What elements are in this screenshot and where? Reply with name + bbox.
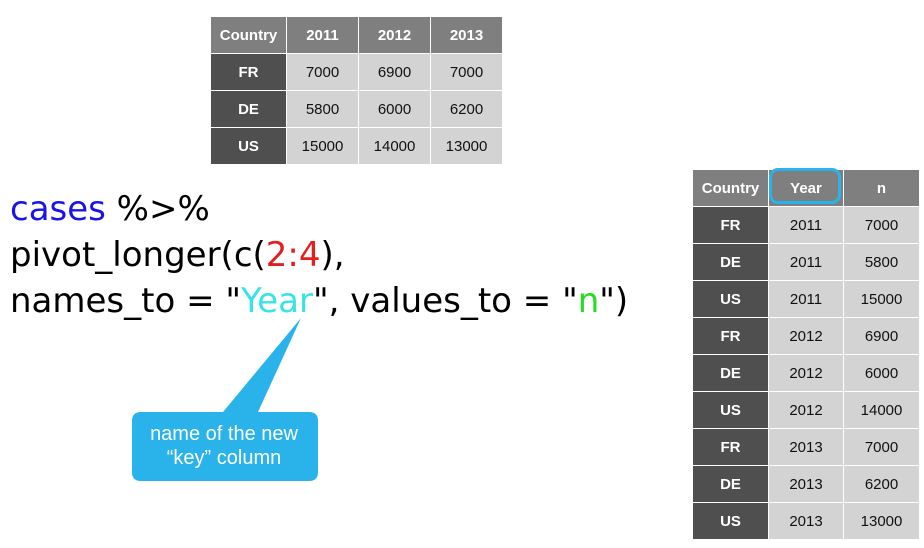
n-cell: 13000	[844, 503, 920, 540]
table-row: FR 7000 6900 7000	[211, 54, 503, 91]
code-line-2: pivot_longer(c(2:4),	[10, 235, 345, 275]
table-row: FR 2012 6900	[693, 318, 920, 355]
wide-table-body: FR 7000 6900 7000 DE 5800 6000 6200 US 1…	[211, 54, 503, 165]
year-cell: 2013	[769, 466, 844, 503]
long-table-header: Country Year n	[693, 170, 920, 207]
value-cell: 6200	[431, 91, 503, 128]
wide-header-2011: 2011	[287, 17, 359, 54]
long-header-year: Year	[769, 170, 844, 207]
n-cell: 15000	[844, 281, 920, 318]
n-cell: 7000	[844, 429, 920, 466]
code-line-3: names_to = "Year", values_to = "n")	[10, 281, 628, 321]
long-header-n: n	[844, 170, 920, 207]
year-cell: 2013	[769, 503, 844, 540]
country-cell: US	[693, 503, 769, 540]
code-function-call: pivot_longer(c(	[10, 235, 266, 275]
country-cell: US	[693, 392, 769, 429]
table-row: FR 2013 7000	[693, 429, 920, 466]
n-cell: 6200	[844, 466, 920, 503]
long-table: Country Year n FR 2011 7000 DE 2011 5800…	[693, 170, 920, 540]
r-code-block: cases %>% pivot_longer(c(2:4), names_to …	[10, 186, 628, 324]
country-cell: FR	[211, 54, 287, 91]
wide-table-header: Country 2011 2012 2013	[211, 17, 503, 54]
code-values-to-arg: ", values_to = "	[313, 281, 578, 321]
value-cell: 13000	[431, 128, 503, 165]
country-cell: FR	[693, 318, 769, 355]
value-cell: 6900	[359, 54, 431, 91]
country-cell: DE	[211, 91, 287, 128]
n-cell: 14000	[844, 392, 920, 429]
value-cell: 15000	[287, 128, 359, 165]
table-row: FR 2011 7000	[693, 207, 920, 244]
n-cell: 7000	[844, 207, 920, 244]
n-cell: 6000	[844, 355, 920, 392]
long-header-country: Country	[693, 170, 769, 207]
country-cell: DE	[693, 466, 769, 503]
callout-text: name of the new “key” column	[134, 413, 314, 479]
country-cell: DE	[693, 355, 769, 392]
country-cell: FR	[693, 207, 769, 244]
n-cell: 5800	[844, 244, 920, 281]
wide-header-country: Country	[211, 17, 287, 54]
year-cell: 2012	[769, 392, 844, 429]
long-table-header-row: Country Year n	[693, 170, 920, 207]
year-cell: 2013	[769, 429, 844, 466]
value-cell: 14000	[359, 128, 431, 165]
wide-table: Country 2011 2012 2013 FR 7000 6900 7000…	[211, 17, 503, 165]
wide-header-2012: 2012	[359, 17, 431, 54]
code-object-name: cases	[10, 189, 106, 229]
callout-shape	[132, 318, 318, 481]
table-row: US 15000 14000 13000	[211, 128, 503, 165]
wide-table-header-row: Country 2011 2012 2013	[211, 17, 503, 54]
country-cell: FR	[693, 429, 769, 466]
table-row: US 2013 13000	[693, 503, 920, 540]
table-row: DE 5800 6000 6200	[211, 91, 503, 128]
callout-line-2: “key” column	[166, 447, 282, 469]
value-cell: 7000	[287, 54, 359, 91]
table-row: DE 2012 6000	[693, 355, 920, 392]
n-cell: 6900	[844, 318, 920, 355]
country-cell: DE	[693, 244, 769, 281]
year-cell: 2012	[769, 318, 844, 355]
code-pipe-operator: %>%	[105, 189, 210, 229]
callout-line-1: name of the new	[150, 423, 298, 445]
code-names-to-value: Year	[241, 281, 313, 321]
long-table-body: FR 2011 7000 DE 2011 5800 US 2011 15000 …	[693, 207, 920, 540]
year-cell: 2011	[769, 244, 844, 281]
table-row: US 2012 14000	[693, 392, 920, 429]
table-row: DE 2013 6200	[693, 466, 920, 503]
country-cell: US	[693, 281, 769, 318]
year-column-highlight	[769, 168, 841, 204]
value-cell: 6000	[359, 91, 431, 128]
code-column-range: 2:4	[265, 235, 321, 275]
table-row: US 2011 15000	[693, 281, 920, 318]
code-names-to-arg: names_to = "	[10, 281, 242, 321]
value-cell: 5800	[287, 91, 359, 128]
value-cell: 7000	[431, 54, 503, 91]
wide-header-2013: 2013	[431, 17, 503, 54]
code-function-close: ),	[320, 235, 345, 275]
year-cell: 2011	[769, 207, 844, 244]
year-cell: 2011	[769, 281, 844, 318]
year-cell: 2012	[769, 355, 844, 392]
code-line-1: cases %>%	[10, 189, 210, 229]
table-row: DE 2011 5800	[693, 244, 920, 281]
code-line-end: ")	[599, 281, 629, 321]
code-values-to-value: n	[577, 281, 600, 321]
country-cell: US	[211, 128, 287, 165]
